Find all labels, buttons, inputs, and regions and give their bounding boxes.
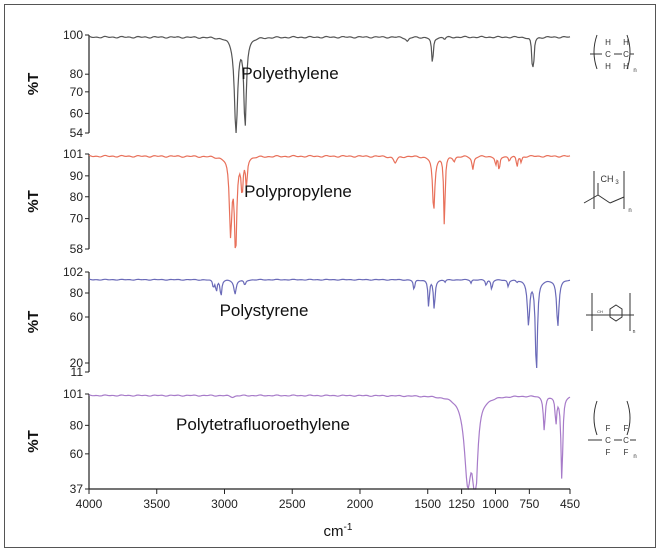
y-tick-label: 58: [70, 242, 84, 256]
structure-polypropylene: CH 3 n: [583, 171, 632, 214]
x-tick-label: 3000: [211, 497, 238, 511]
x-tick-label: 4000: [76, 497, 103, 511]
y-tick-label: 100: [63, 28, 83, 42]
spectrum-line: [88, 278, 571, 369]
y-tick-label: 102: [63, 265, 83, 279]
y-tick-label: 80: [70, 418, 84, 432]
x-tick-label: 1250: [448, 497, 475, 511]
svg-text:C: C: [605, 50, 611, 59]
y-axis-label: %T: [25, 190, 42, 213]
y-axis-label: %T: [25, 311, 42, 334]
svg-text:F: F: [606, 424, 611, 433]
svg-text:C: C: [605, 436, 611, 445]
x-tick-label: 2500: [279, 497, 306, 511]
svg-text:F: F: [606, 448, 611, 457]
svg-text:n: n: [633, 68, 636, 74]
y-tick-label: 101: [63, 387, 83, 401]
panel-title: Polypropylene: [244, 182, 352, 201]
panel-title: Polyethylene: [241, 64, 338, 83]
x-axis-label: cm-1: [324, 522, 353, 540]
svg-text:n: n: [633, 329, 636, 335]
svg-text:C: C: [623, 436, 629, 445]
panel-polypropylene: 101 90 80 70 58 %T Polypropylene CH 3 n: [25, 147, 632, 256]
x-tick-label: 3500: [143, 497, 170, 511]
svg-text:H: H: [623, 62, 629, 71]
y-axis-label: %T: [25, 73, 42, 96]
y-tick-label: 80: [70, 286, 84, 300]
x-tick-label: 750: [519, 497, 539, 511]
y-tick-label: 80: [70, 67, 84, 81]
svg-text:n: n: [633, 454, 636, 460]
y-tick-label: 70: [70, 212, 84, 226]
svg-text:H: H: [605, 62, 611, 71]
y-tick-label: 54: [70, 126, 84, 140]
y-tick-label: 11: [71, 365, 84, 379]
spectrum-line: [88, 35, 571, 134]
x-tick-label: 450: [560, 497, 580, 511]
figure-frame: [4, 4, 656, 548]
y-tick-label: 60: [70, 310, 84, 324]
svg-text:CH: CH: [601, 174, 614, 184]
structure-polystyrene: CH n: [586, 293, 636, 335]
svg-text:H: H: [623, 38, 629, 47]
spectrum-line: [88, 154, 571, 249]
y-tick-label: 70: [70, 85, 84, 99]
x-tick-label: 1500: [414, 497, 441, 511]
y-axis-label: %T: [25, 430, 42, 453]
svg-text:n: n: [628, 208, 631, 214]
spectrum-line: [88, 394, 571, 491]
svg-text:C: C: [623, 50, 629, 59]
y-tick-label: 80: [70, 190, 84, 204]
x-tick-label: 2000: [347, 497, 374, 511]
panel-title: Polytetrafluoroethylene: [176, 415, 350, 434]
y-tick-label: 90: [70, 169, 84, 183]
svg-text:F: F: [624, 448, 629, 457]
x-tick-label: 1000: [482, 497, 509, 511]
y-tick-label: 37: [70, 482, 84, 496]
svg-text:H: H: [605, 38, 611, 47]
y-tick-label: 20: [70, 356, 84, 370]
svg-text:F: F: [624, 424, 629, 433]
svg-text:CH: CH: [597, 309, 603, 314]
y-tick-label: 60: [70, 447, 84, 461]
y-tick-label: 60: [70, 106, 84, 120]
svg-text:3: 3: [615, 180, 619, 186]
panel-title: Polystyrene: [220, 301, 309, 320]
y-tick-label: 101: [63, 147, 83, 161]
